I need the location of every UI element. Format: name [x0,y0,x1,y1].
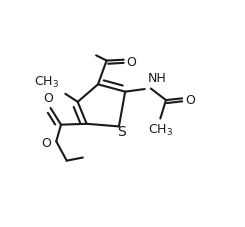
Text: CH$_3$: CH$_3$ [148,122,173,137]
Text: NH: NH [148,72,167,84]
Text: O: O [185,94,195,107]
Text: S: S [117,124,126,138]
Text: O: O [126,55,136,68]
Text: CH$_3$: CH$_3$ [34,74,59,89]
Text: O: O [43,92,53,105]
Text: O: O [41,136,51,149]
